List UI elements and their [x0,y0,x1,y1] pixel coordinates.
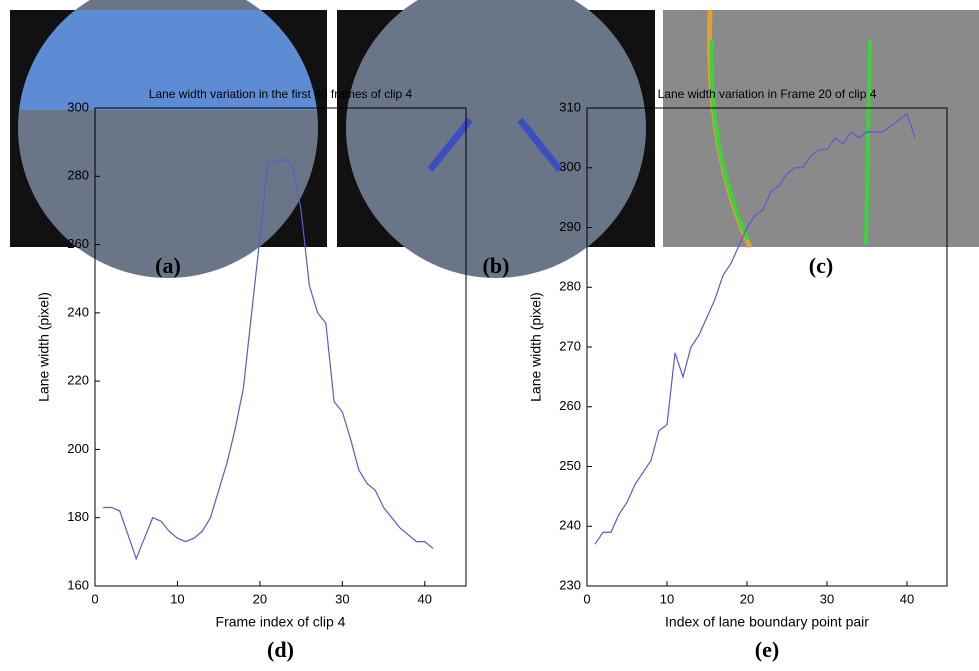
y-axis-label: Lane width (pixel) [36,292,52,402]
photo-a [10,0,327,278]
y-tick-label: 280 [559,279,581,294]
y-tick-label: 240 [559,518,581,533]
y-tick-label: 220 [67,373,89,388]
y-tick-label: 310 [559,99,581,114]
panel-caption: (b) [483,253,510,278]
y-tick-label: 290 [559,219,581,234]
y-tick-label: 270 [559,338,581,353]
x-tick-label: 40 [900,591,914,606]
y-tick-label: 260 [67,236,89,251]
y-tick-label: 260 [559,398,581,413]
panel-caption: (c) [809,253,833,278]
x-tick-label: 20 [740,591,754,606]
photo-b [337,0,655,278]
panel-caption: (a) [155,253,181,278]
x-tick-label: 40 [418,591,432,606]
y-tick-label: 280 [67,168,89,183]
x-tick-label: 30 [820,591,834,606]
x-tick-label: 20 [253,591,267,606]
y-tick-label: 250 [559,458,581,473]
figure: (a) (b) (c) 0102030401601802002202402602… [0,0,979,666]
y-axis-label: Lane width (pixel) [528,292,544,402]
y-tick-label: 160 [67,577,89,592]
panel-caption: (e) [755,637,779,662]
x-tick-label: 10 [170,591,184,606]
chart-title: Lane width variation in the first 40 fra… [149,87,413,101]
x-axis-label: Frame index of clip 4 [216,614,346,630]
x-tick-label: 0 [91,591,98,606]
y-tick-label: 300 [559,159,581,174]
x-axis-label: Index of lane boundary point pair [665,614,869,630]
y-tick-label: 200 [67,441,89,456]
y-tick-label: 240 [67,304,89,319]
y-tick-label: 180 [67,509,89,524]
chart-title: Lane width variation in Frame 20 of clip… [658,87,877,101]
photo-c [663,10,979,247]
y-tick-label: 300 [67,99,89,114]
x-tick-label: 30 [335,591,349,606]
x-tick-label: 0 [583,591,590,606]
y-tick-label: 230 [559,577,581,592]
x-tick-label: 10 [660,591,674,606]
panel-caption: (d) [267,637,294,662]
